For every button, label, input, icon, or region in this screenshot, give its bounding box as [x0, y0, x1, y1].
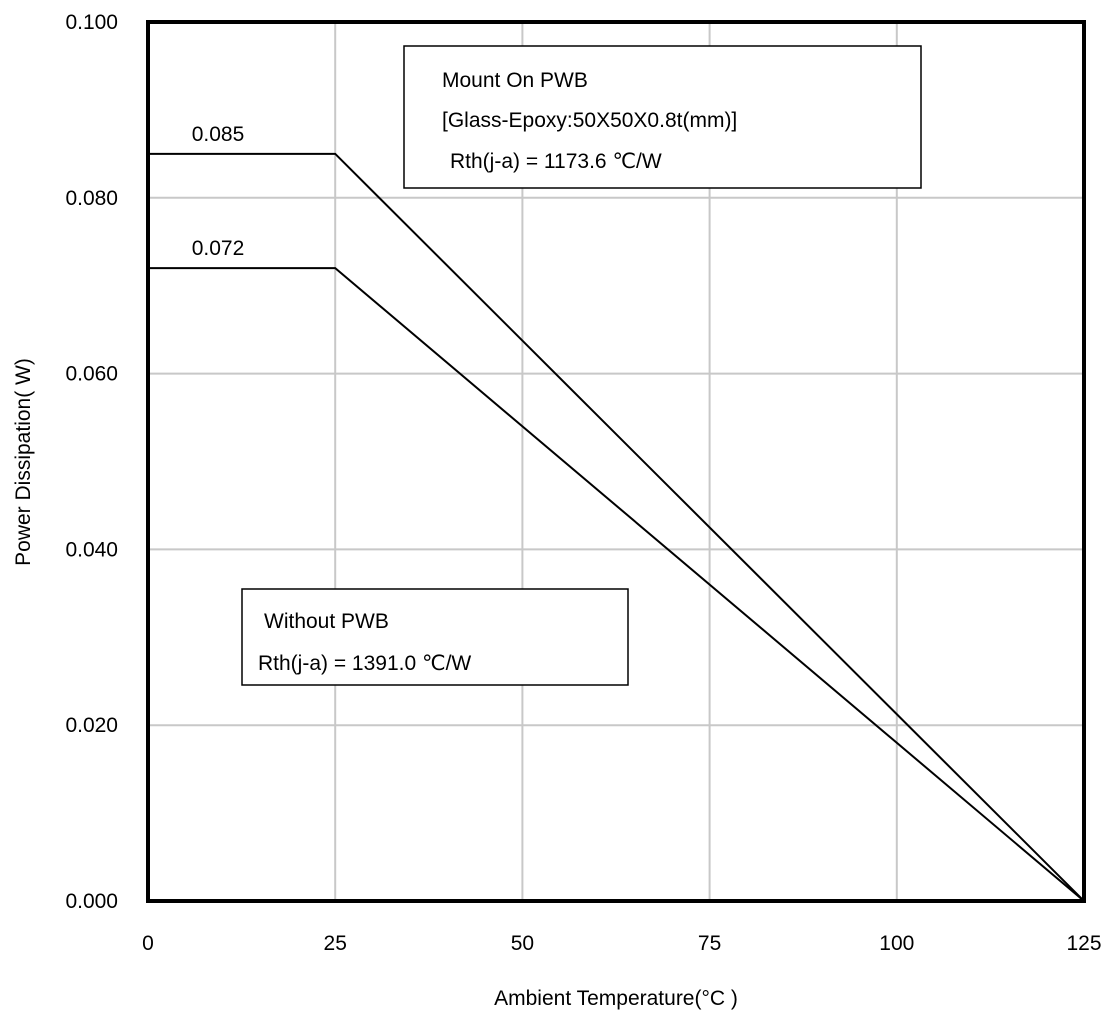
y-tick-label: 0.040 — [65, 538, 118, 561]
y-tick-label: 0.100 — [65, 11, 118, 34]
series-lines — [148, 152, 1085, 902]
plot-frame — [146, 20, 1086, 903]
x-tick-label: 50 — [511, 932, 534, 955]
annotation-box: Mount On PWB [Glass-Epoxy:50X50X0.8t(mm)]… — [403, 45, 922, 189]
y-tick-label: 0.020 — [65, 714, 118, 737]
annotation-line: Mount On PWB — [442, 69, 588, 92]
y-tick-label: 0.080 — [65, 187, 118, 210]
annotation-line: Rth(j-a) = 1173.6 ℃/W — [450, 150, 662, 173]
data-labels: 0.085 0.072 — [192, 123, 245, 260]
x-axis-title: Ambient Temperature(°C ) — [494, 987, 738, 1010]
annotation-frame — [403, 45, 922, 189]
annotation-line: Rth(j-a) = 1391.0 ℃/W — [258, 652, 471, 675]
data-label: 0.072 — [192, 237, 245, 260]
series-line — [148, 267, 1085, 902]
y-axis-title: Power Dissipation( W) — [12, 358, 35, 566]
data-label: 0.085 — [192, 123, 245, 146]
y-tick-label: 0.000 — [65, 890, 118, 913]
annotation-frame — [241, 588, 629, 686]
x-tick-label: 125 — [1066, 932, 1101, 955]
y-tick-label: 0.060 — [65, 363, 118, 386]
annotation-boxes: Mount On PWB [Glass-Epoxy:50X50X0.8t(mm)]… — [241, 45, 922, 686]
y-tick-labels: 0.000 0.020 0.040 0.060 0.080 0.100 — [65, 11, 118, 913]
annotation-line: Without PWB — [264, 610, 389, 633]
x-tick-label: 100 — [879, 932, 914, 955]
x-tick-label: 75 — [698, 932, 721, 955]
annotation-box: Without PWB Rth(j-a) = 1391.0 ℃/W — [241, 588, 629, 686]
x-tick-label: 0 — [142, 932, 154, 955]
x-tick-label: 25 — [324, 932, 347, 955]
x-tick-labels: 0 25 50 75 100 125 — [142, 932, 1101, 955]
annotation-line: [Glass-Epoxy:50X50X0.8t(mm)] — [442, 109, 737, 132]
series-line — [148, 152, 1085, 902]
